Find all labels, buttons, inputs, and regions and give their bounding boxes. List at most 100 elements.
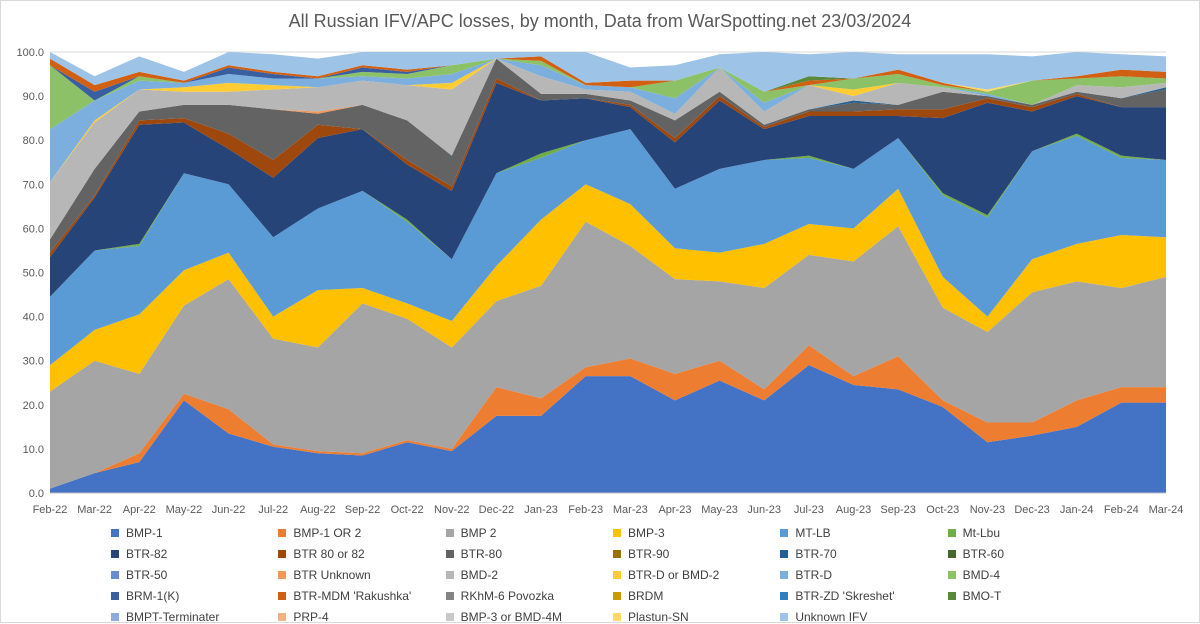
area-bmp-1 [50, 365, 1166, 493]
legend-swatch [780, 592, 789, 600]
legend-entry: BTR-ZD 'Skreshet' [780, 589, 943, 603]
area-bmp-1-or-2 [50, 345, 1166, 489]
legend-entry: BTR Unknown [278, 568, 441, 582]
legend-swatch [947, 550, 956, 558]
x-tick-label: Jul-23 [794, 504, 824, 516]
x-tick-label: Oct-23 [926, 504, 959, 516]
legend-entry: RKhM-6 Povozka [445, 589, 609, 603]
legend-entry: BMO-T [947, 589, 1111, 603]
legend-entry: MT-LB [780, 526, 943, 540]
legend-label: RKhM-6 Povozka [460, 589, 555, 603]
x-tick-label: Jul-22 [258, 504, 288, 516]
y-tick-label: 90.0 [23, 91, 44, 103]
legend-entry: BTR-D [780, 568, 943, 582]
legend-label: BMP-3 or BMD-4M [460, 610, 562, 624]
legend-label: BTR Unknown [293, 568, 371, 582]
legend-swatch [111, 592, 119, 600]
area-bmp-3 [50, 184, 1166, 392]
legend-label: BTR-50 [126, 568, 168, 582]
legend-swatch [780, 550, 789, 558]
x-tick-label: May-22 [166, 504, 203, 516]
legend-swatch [445, 571, 454, 579]
x-tick-label: Mar-22 [77, 504, 112, 516]
legend-swatch [111, 550, 119, 558]
x-tick-label: Jun-23 [747, 504, 781, 516]
area-btr-70 [50, 58, 1166, 240]
x-tick-label: Aug-23 [836, 504, 871, 516]
legend-label: BTR-60 [962, 547, 1004, 561]
x-tick-label: Apr-22 [123, 504, 156, 516]
legend-entry: BMP 2 [445, 526, 609, 540]
x-tick-label: Dec-22 [479, 504, 514, 516]
legend-label: BTR-70 [795, 547, 837, 561]
legend-swatch [780, 613, 789, 621]
area-bmp-2 [50, 221, 1166, 489]
x-tick-label: Jan-24 [1060, 504, 1094, 516]
legend-entry: Mt-Lbu [947, 526, 1111, 540]
legend-swatch [612, 571, 621, 579]
x-tick-label: Oct-22 [391, 504, 424, 516]
legend-swatch [612, 529, 621, 537]
legend-label: BMO-T [962, 589, 1002, 603]
legend-entry: BMP-1 [111, 526, 274, 540]
legend-label: BTR 80 or 82 [293, 547, 365, 561]
legend-label: BMP-3 [627, 526, 665, 540]
legend-swatch [278, 613, 287, 621]
legend-swatch [612, 550, 621, 558]
legend-label: BRM-1(K) [126, 589, 180, 603]
legend-entry: Unknown IFV [780, 610, 943, 624]
y-tick-label: 20.0 [23, 400, 44, 412]
x-tick-label: Feb-22 [33, 504, 68, 516]
legend-entry: BTR-D or BMD-2 [612, 568, 776, 582]
y-tick-label: 30.0 [23, 356, 44, 368]
y-tick-label: 80.0 [23, 135, 44, 147]
legend-swatch [111, 613, 119, 621]
legend-label: BTR-80 [460, 547, 502, 561]
legend-swatch [947, 592, 956, 600]
legend-swatch [612, 613, 621, 621]
legend-swatch [278, 529, 287, 537]
legend-label: Plastun-SN [627, 610, 689, 624]
y-tick-label: 40.0 [23, 312, 44, 324]
legend-label: BTR-90 [627, 547, 670, 561]
legend-entry: BTR-70 [780, 547, 943, 561]
area-unknown-ifv [50, 52, 1166, 92]
x-tick-label: Jun-22 [212, 504, 246, 516]
legend-entry: Plastun-SN [612, 610, 776, 624]
area-btr-mdm-rakushka [50, 56, 1166, 92]
x-tick-label: Feb-23 [568, 504, 603, 516]
legend-swatch [445, 592, 454, 600]
area-btr-82 [50, 82, 1166, 297]
legend-swatch [445, 550, 454, 558]
legend-swatch [111, 529, 119, 537]
legend-swatch [278, 550, 287, 558]
y-tick-label: 50.0 [23, 268, 44, 280]
legend-label: BTR-ZD 'Skreshet' [795, 589, 895, 603]
legend-swatch [947, 571, 956, 579]
legend-entry: BTR-82 [111, 547, 274, 561]
legend-swatch [445, 613, 454, 621]
area-mt-lb [50, 129, 1166, 366]
legend-entry: BMP-3 or BMD-4M [445, 610, 609, 624]
stacked-area-chart: 0.0 10.0 20.0 30.0 40.0 50.0 60.0 70.0 80.0 90.0 1… [16, 47, 1183, 516]
x-tick-label: Sep-22 [345, 504, 380, 516]
legend-swatch [111, 571, 119, 579]
x-tick-label: Aug-22 [300, 504, 335, 516]
x-tick-label: Mar-23 [613, 504, 648, 516]
legend-swatch [947, 529, 956, 537]
legend-label: PRP-4 [293, 610, 329, 624]
legend-label: BMPT-Terminater [126, 610, 220, 624]
x-tick-label: Jan-23 [524, 504, 558, 516]
y-tick-label: 10.0 [23, 444, 44, 456]
legend-label: BTR-MDM 'Rakushka' [293, 589, 412, 603]
legend-label: BMP-1 [126, 526, 163, 540]
legend-label: BMP 2 [460, 526, 497, 540]
legend-entry: BTR-MDM 'Rakushka' [278, 589, 441, 603]
legend-entry: BMP-3 [612, 526, 776, 540]
y-tick-label: 60.0 [23, 223, 44, 235]
area-bmd-2 [50, 58, 1166, 240]
legend-entry: BTR-50 [111, 568, 274, 582]
chart-legend: BMP-1 BMP-1 OR 2 BMP 2 BMP-3 MT-LB Mt-Lbu BTR-… [111, 526, 1111, 624]
y-tick-label: 0.0 [29, 488, 44, 500]
legend-label: BRDM [627, 589, 664, 603]
